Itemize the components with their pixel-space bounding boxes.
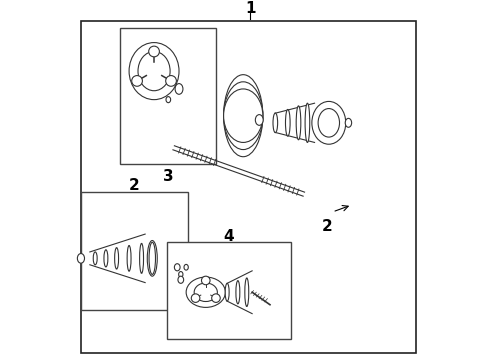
Ellipse shape	[245, 278, 249, 306]
Ellipse shape	[174, 264, 180, 271]
Bar	[81, 192, 188, 310]
Ellipse shape	[138, 51, 170, 91]
Bar	[167, 242, 292, 339]
Ellipse shape	[194, 283, 218, 302]
Ellipse shape	[318, 109, 340, 137]
Ellipse shape	[77, 253, 84, 263]
Ellipse shape	[255, 114, 263, 125]
Text: 2: 2	[321, 219, 332, 234]
Ellipse shape	[129, 42, 179, 100]
Ellipse shape	[149, 242, 155, 274]
Ellipse shape	[273, 113, 278, 132]
Ellipse shape	[115, 248, 119, 269]
Ellipse shape	[312, 102, 346, 144]
Ellipse shape	[184, 264, 188, 270]
Circle shape	[201, 276, 210, 285]
Ellipse shape	[166, 96, 171, 103]
Ellipse shape	[223, 82, 263, 149]
Ellipse shape	[140, 243, 144, 273]
Ellipse shape	[93, 252, 97, 265]
Circle shape	[166, 76, 176, 86]
Circle shape	[132, 76, 143, 86]
Circle shape	[191, 294, 200, 302]
Ellipse shape	[225, 283, 229, 301]
Text: 4: 4	[223, 229, 234, 244]
Text: 2: 2	[129, 178, 140, 193]
Ellipse shape	[104, 250, 108, 267]
Ellipse shape	[186, 277, 225, 307]
Ellipse shape	[286, 109, 290, 136]
Ellipse shape	[223, 75, 263, 157]
Ellipse shape	[127, 246, 131, 271]
Ellipse shape	[236, 281, 240, 304]
Circle shape	[212, 294, 220, 302]
Bar	[120, 28, 217, 164]
Text: 1: 1	[245, 1, 256, 16]
Ellipse shape	[223, 89, 263, 143]
Ellipse shape	[178, 276, 184, 283]
Ellipse shape	[345, 118, 352, 127]
Text: 3: 3	[163, 169, 173, 184]
Ellipse shape	[179, 271, 183, 277]
Ellipse shape	[296, 106, 301, 140]
Ellipse shape	[147, 240, 157, 276]
Ellipse shape	[305, 103, 310, 143]
Circle shape	[148, 46, 159, 57]
Ellipse shape	[175, 84, 183, 94]
